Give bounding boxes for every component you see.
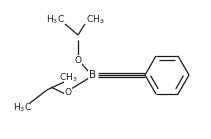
Text: H$_3$C: H$_3$C — [46, 14, 65, 26]
Text: B: B — [89, 70, 97, 80]
Text: H$_3$C: H$_3$C — [12, 102, 31, 114]
Text: CH$_3$: CH$_3$ — [59, 72, 77, 84]
Text: O: O — [74, 55, 81, 64]
Text: CH$_3$: CH$_3$ — [86, 14, 104, 26]
Text: O: O — [65, 87, 72, 96]
